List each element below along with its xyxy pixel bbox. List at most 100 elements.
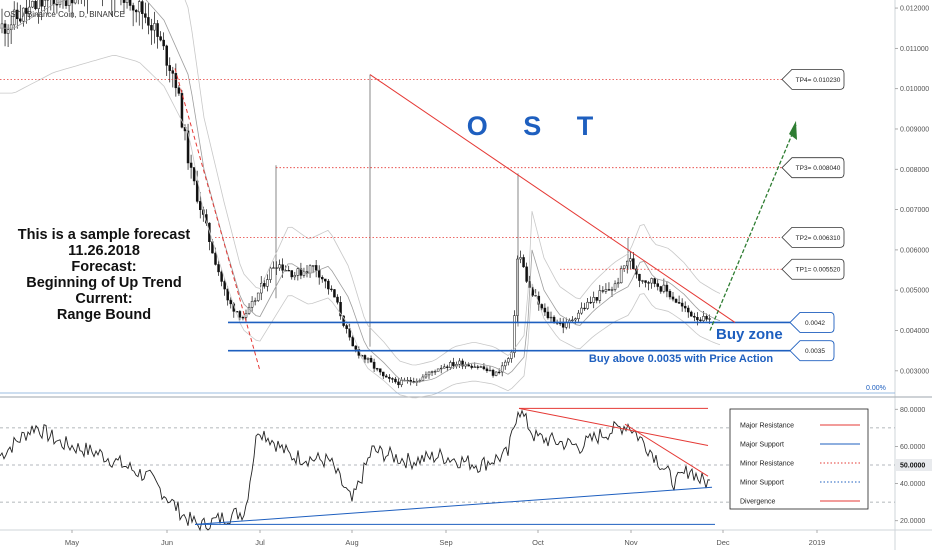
candle-body — [421, 376, 425, 381]
candle-body — [443, 366, 446, 369]
candle-body — [263, 283, 266, 287]
target-label-box: TP1= 0.005520 — [781, 258, 845, 280]
candle-body — [375, 368, 379, 370]
indicator-tick-label: 20.0000 — [900, 518, 925, 525]
candle-body — [238, 311, 242, 318]
candle-body — [275, 267, 278, 269]
candle-body — [385, 375, 388, 378]
candle-body — [650, 278, 653, 284]
candle-body — [125, 0, 129, 3]
candle-body — [138, 1, 141, 13]
time-tick-label: May — [65, 538, 79, 547]
candle-body — [226, 288, 229, 301]
bands — [0, 0, 721, 399]
candle-body — [223, 281, 226, 290]
candle-body — [619, 268, 623, 284]
candle-body — [659, 286, 663, 292]
candle-body — [482, 366, 486, 370]
candle-body — [586, 301, 589, 309]
forecast-annotation-line: Range Bound — [57, 307, 151, 323]
buy-note-label: Buy above 0.0035 with Price Action — [589, 353, 773, 365]
candle-body — [308, 265, 312, 274]
candle-body — [644, 280, 647, 283]
candle-body — [574, 318, 577, 321]
price-tick-label: 0.006000 — [900, 247, 929, 254]
candle-body — [147, 17, 150, 26]
indicator-minor-resistance-line — [624, 423, 709, 477]
candle-body — [317, 269, 321, 278]
candle-body — [683, 305, 687, 309]
candle-body — [601, 290, 605, 292]
candle-body — [229, 299, 232, 305]
candle-body — [128, 0, 132, 6]
candle-body — [571, 319, 574, 321]
forecast-annotation-line: Current: — [75, 291, 132, 307]
candle-body — [525, 266, 528, 282]
candle-body — [369, 358, 373, 363]
candle-body — [436, 368, 440, 372]
candle-body — [549, 316, 553, 319]
candle-body — [22, 7, 25, 22]
candle-body — [330, 288, 333, 291]
candle-body — [195, 180, 199, 202]
legend-item-label: Divergence — [740, 499, 776, 506]
candle-body — [150, 25, 153, 31]
candle-body — [479, 366, 483, 368]
candle-body — [34, 0, 37, 9]
candle-body — [424, 374, 428, 378]
indicator-line — [0, 409, 711, 532]
candle-body — [70, 0, 74, 4]
candle-body — [134, 9, 138, 13]
forecast-annotation-line: 11.26.2018 — [68, 243, 140, 259]
price-tick-label: 0.003000 — [900, 368, 929, 375]
candle-body — [366, 358, 370, 360]
time-tick-label: Jun — [161, 538, 173, 547]
candle-body — [598, 290, 602, 301]
chart-title: O S T — [467, 111, 608, 141]
candle-body — [327, 280, 330, 290]
indicator-value-label: 50.0000 — [900, 463, 925, 470]
target-label-box: TP2= 0.006310 — [781, 227, 845, 248]
candle-body — [342, 315, 345, 326]
candle-body — [561, 322, 565, 328]
target-label-text: TP4= 0.010230 — [796, 77, 841, 84]
candles — [0, 0, 711, 389]
candle-body — [580, 307, 583, 314]
candle-body — [705, 316, 708, 320]
candle-body — [256, 292, 260, 301]
candle-body — [513, 315, 516, 353]
candle-body — [449, 362, 452, 368]
candle-body — [409, 379, 412, 382]
price-tick-label: 0.011000 — [900, 46, 929, 53]
candle-body — [165, 45, 168, 66]
indicator-tick-label: 40.0000 — [900, 481, 925, 488]
candle-body — [0, 23, 4, 29]
candle-body — [37, 0, 40, 9]
candle-body — [680, 302, 684, 307]
candle-body — [638, 273, 641, 281]
legend-item-label: Minor Support — [740, 480, 784, 487]
candle-body — [671, 296, 675, 300]
candle-body — [516, 258, 519, 316]
candle-body — [397, 381, 400, 386]
candle-body — [12, 9, 16, 26]
candle-body — [629, 258, 632, 262]
zone-label-box: 0.0042 — [789, 311, 835, 333]
target-label-shape — [781, 69, 845, 90]
candle-body — [314, 265, 318, 271]
band-mid — [0, 0, 721, 383]
candle-body — [287, 269, 290, 272]
forecast-arrow — [709, 120, 797, 331]
candle-body — [272, 267, 275, 269]
candle-body — [214, 252, 217, 265]
candle-body — [141, 1, 144, 14]
candle-body — [458, 360, 461, 365]
candle-body — [439, 367, 443, 370]
candle-body — [199, 201, 202, 210]
zone-label-text: 0.0042 — [805, 320, 825, 327]
target-label-box: TP3= 0.008040 — [781, 157, 845, 179]
indicator-tick-label: 60.0000 — [900, 444, 925, 451]
candle-body — [293, 275, 297, 278]
band-upper — [184, 0, 721, 366]
target-label-text: TP2= 0.006310 — [796, 235, 841, 242]
